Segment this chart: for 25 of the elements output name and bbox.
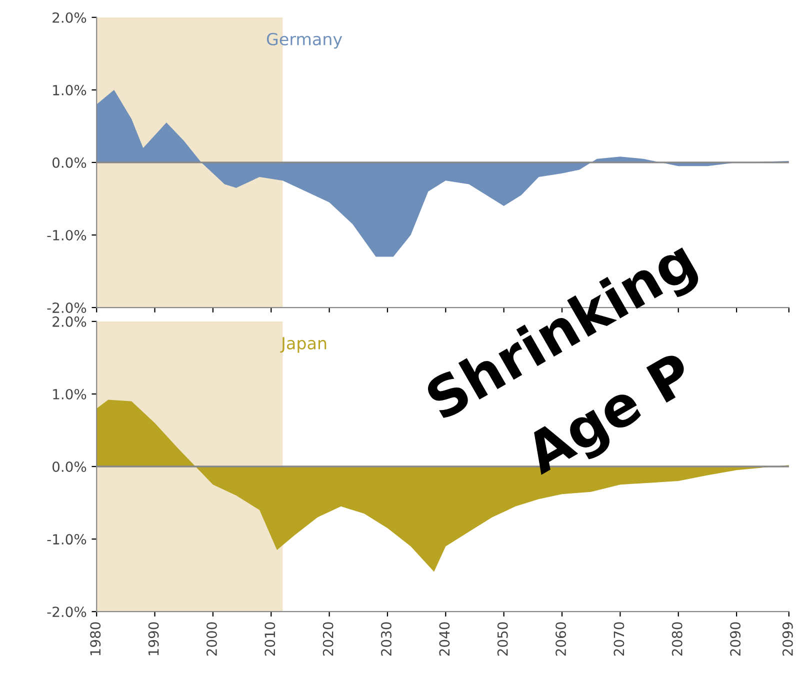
x-tick-label: 2020: [322, 622, 334, 656]
text: Germany: [266, 32, 342, 49]
text: Japan: [280, 337, 326, 353]
x-tick-label: 2040: [439, 622, 450, 656]
y-tick-label: -1.0%: [47, 230, 86, 240]
x-tick-label: 2080: [672, 622, 682, 656]
x-tick-label: 2060: [556, 622, 566, 656]
x-tick-label: 1990: [148, 622, 159, 656]
y-tick-label: -1.0%: [47, 534, 86, 545]
x-tick-label: 2010: [264, 622, 276, 656]
y-tick-label: 0.0%: [52, 461, 86, 472]
x-tick-label: 2090: [730, 622, 741, 656]
x-tick-label: 2030: [381, 622, 392, 656]
y-tick-label: 2.0%: [52, 12, 86, 23]
y-tick-label: 1.0%: [53, 388, 86, 400]
x-tick-label: 2050: [497, 622, 508, 656]
y-tick-label: 0.0%: [52, 157, 86, 168]
x-tick-label: 2099: [782, 622, 793, 656]
x-tick-label: 2000: [206, 622, 217, 656]
x-tick-label: 1980: [90, 622, 101, 656]
y-tick-label: 1.0%: [53, 84, 86, 96]
y-tick-label: -2.0%: [47, 606, 86, 618]
x-tick-label: 2070: [614, 622, 624, 656]
y-tick-label: -2.0%: [47, 302, 86, 314]
y-tick-label: 2.0%: [52, 316, 86, 327]
